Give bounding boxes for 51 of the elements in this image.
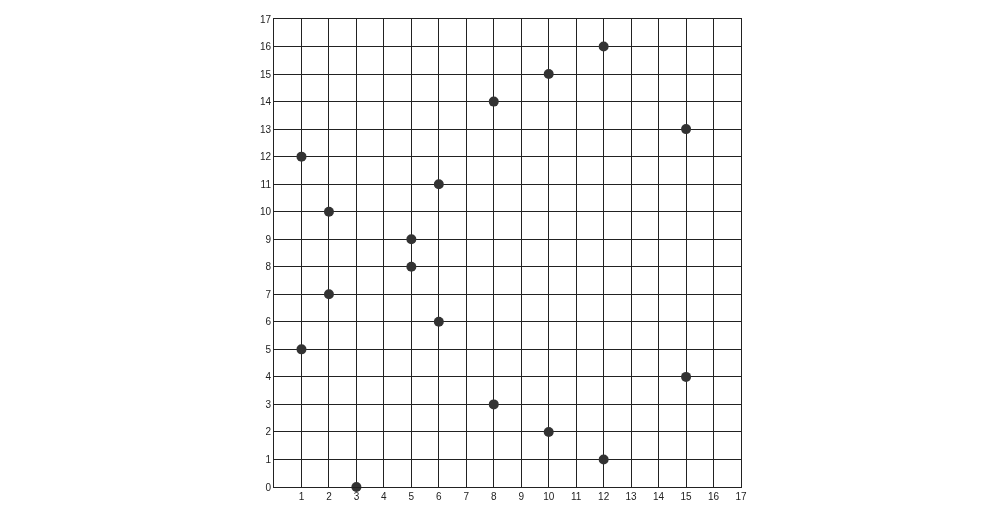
y-tick-label: 10 xyxy=(259,206,272,218)
y-tick-label: 4 xyxy=(265,371,272,383)
y-tick-label: 7 xyxy=(265,288,272,300)
x-tick-label: 3 xyxy=(353,491,360,502)
y-tick-label: 13 xyxy=(259,123,272,135)
point xyxy=(406,261,417,272)
y-tick-label: 14 xyxy=(259,96,272,108)
point xyxy=(488,96,499,107)
x-tick-label: 7 xyxy=(463,491,470,502)
x-tick-label: 15 xyxy=(680,491,693,502)
x-tick-label: 8 xyxy=(490,491,497,502)
point xyxy=(323,206,334,217)
y-tick-label: 15 xyxy=(259,68,272,80)
y-tick-label: 8 xyxy=(265,261,272,273)
point xyxy=(681,371,692,382)
point xyxy=(406,234,417,245)
point xyxy=(296,344,307,355)
y-tick-label: 5 xyxy=(265,343,272,355)
y-tick-label: 16 xyxy=(259,41,272,53)
point xyxy=(681,124,692,135)
x-tick-label: 4 xyxy=(381,491,388,502)
x-tick-label: 6 xyxy=(436,491,443,502)
point xyxy=(543,69,554,80)
x-tick-label: 13 xyxy=(625,491,638,502)
point xyxy=(296,151,307,162)
point xyxy=(433,316,444,327)
point xyxy=(543,426,554,437)
x-tick-label: 10 xyxy=(543,491,555,502)
x-tick-label: 12 xyxy=(598,491,610,502)
y-tick-label: 1 xyxy=(265,453,272,465)
y-tick-label: 11 xyxy=(260,178,272,190)
x-tick-label: 9 xyxy=(518,491,525,502)
x-tick-label: 1 xyxy=(298,491,305,502)
y-tick-label: 9 xyxy=(265,233,272,245)
point xyxy=(598,454,609,465)
y-tick-label: 6 xyxy=(265,316,272,328)
x-tick-label: 17 xyxy=(735,491,747,502)
y-tick-label: 2 xyxy=(265,426,272,438)
point xyxy=(598,41,609,52)
point xyxy=(433,179,444,190)
y-tick-label: 12 xyxy=(259,151,272,163)
y-tick-label: 0 xyxy=(265,481,272,493)
y-tick-label: 17 xyxy=(259,13,272,25)
x-tick-label: 11 xyxy=(570,491,582,502)
y-tick-label: 3 xyxy=(265,398,272,410)
x-tick-label: 16 xyxy=(707,491,720,502)
point xyxy=(488,399,499,410)
point xyxy=(323,289,334,300)
x-tick-label: 2 xyxy=(326,491,333,502)
x-tick-label: 5 xyxy=(408,491,415,502)
x-tick-label: 14 xyxy=(653,491,665,502)
